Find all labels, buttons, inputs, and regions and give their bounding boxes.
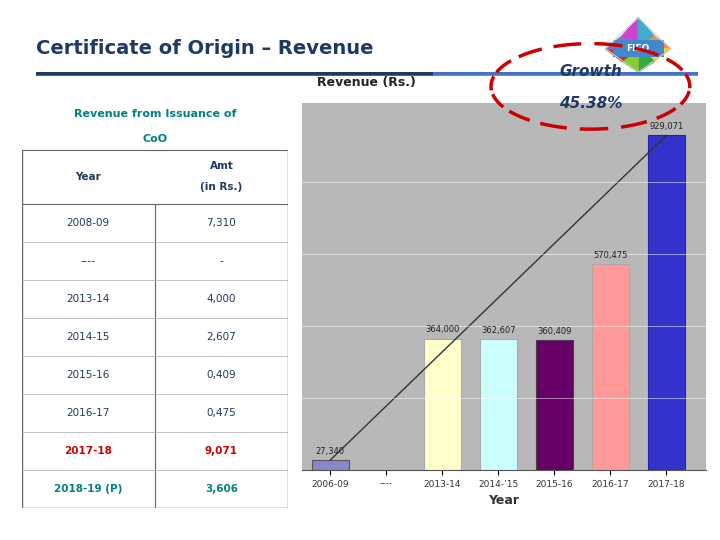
Polygon shape (606, 36, 638, 49)
Polygon shape (622, 49, 638, 72)
Text: (in Rs.): (in Rs.) (200, 183, 243, 192)
Text: 0,475: 0,475 (207, 408, 236, 418)
FancyBboxPatch shape (22, 86, 288, 508)
Text: 364,000: 364,000 (426, 326, 459, 334)
Bar (593, 265, 629, 470)
Text: -: - (220, 256, 223, 266)
Text: 2017-18: 2017-18 (64, 446, 112, 456)
Text: 929,071: 929,071 (649, 122, 683, 131)
Text: 570,475: 570,475 (593, 251, 628, 260)
Polygon shape (638, 36, 671, 49)
Bar (536, 340, 572, 470)
FancyBboxPatch shape (613, 40, 664, 57)
Text: 362,607: 362,607 (481, 326, 516, 335)
Text: 27,340: 27,340 (316, 447, 345, 456)
Polygon shape (622, 18, 638, 49)
Text: CoO: CoO (143, 134, 167, 144)
Text: Revenue (Rs.): Revenue (Rs.) (317, 76, 415, 89)
Text: 2014-15: 2014-15 (66, 332, 110, 342)
Bar (312, 460, 348, 470)
Text: 4,000: 4,000 (207, 294, 236, 304)
Text: ----: ---- (81, 256, 96, 266)
Text: 2018-19 (P): 2018-19 (P) (54, 484, 122, 494)
Text: Certificate of Origin – Revenue: Certificate of Origin – Revenue (36, 39, 374, 58)
Text: Amt: Amt (210, 161, 233, 171)
Text: Revenue from Issuance of: Revenue from Issuance of (73, 109, 236, 119)
Text: FIEO: FIEO (626, 44, 650, 53)
Polygon shape (638, 18, 654, 49)
X-axis label: Year: Year (488, 494, 520, 507)
Text: 9,071: 9,071 (205, 446, 238, 456)
Bar (648, 136, 685, 470)
Text: 2016-17: 2016-17 (66, 408, 110, 418)
Text: 2013-14: 2013-14 (66, 294, 110, 304)
Text: 45.38%: 45.38% (559, 97, 622, 111)
Text: 2015-16: 2015-16 (66, 370, 110, 380)
Bar (424, 339, 461, 470)
Polygon shape (638, 49, 654, 72)
FancyBboxPatch shape (22, 86, 288, 150)
Text: 2,607: 2,607 (207, 332, 236, 342)
Text: Growth: Growth (559, 64, 622, 79)
Bar (480, 339, 517, 470)
Text: Year: Year (76, 172, 101, 182)
Text: 7,310: 7,310 (207, 218, 236, 228)
Text: 360,409: 360,409 (537, 327, 572, 336)
Text: 2008-09: 2008-09 (67, 218, 109, 228)
Polygon shape (638, 49, 671, 61)
Text: 0,409: 0,409 (207, 370, 236, 380)
Text: 3,606: 3,606 (205, 484, 238, 494)
Polygon shape (606, 49, 638, 61)
